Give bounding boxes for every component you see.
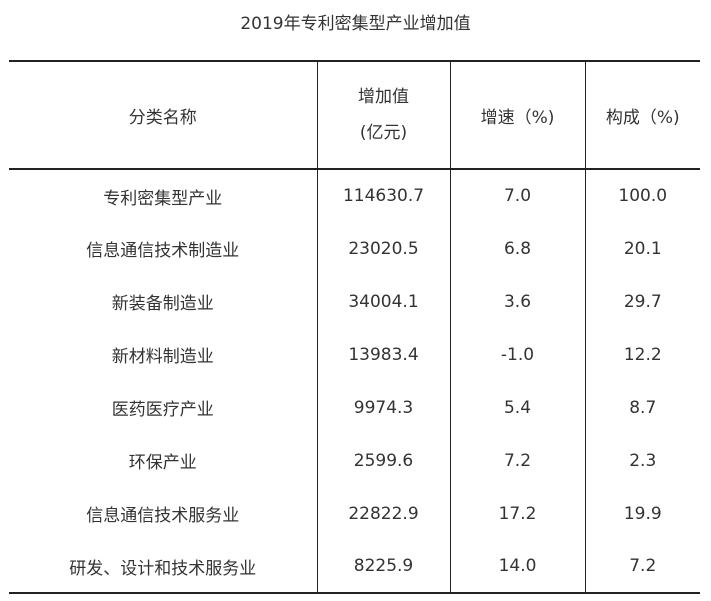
- share-cell: 20.1: [584, 222, 700, 275]
- table-row: 信息通信技术制造业 23020.5 6.8 20.1: [9, 222, 700, 275]
- value-cell: 2599.6: [316, 434, 450, 487]
- table-row: 环保产业 2599.6 7.2 2.3: [9, 434, 700, 487]
- share-cell: 19.9: [584, 487, 700, 540]
- growth-cell: 17.2: [449, 487, 585, 540]
- header-value: 增加值 (亿元): [316, 60, 450, 170]
- value-cell: 13983.4: [316, 328, 450, 381]
- category-cell: 环保产业: [128, 453, 197, 473]
- value-cell: 34004.1: [316, 275, 450, 328]
- table-body: 专利密集型产业 114630.7 7.0 100.0 信息通信技术制造业 230…: [9, 169, 700, 594]
- header-value-line1: 增加值: [358, 87, 409, 107]
- growth-cell: 6.8: [449, 222, 585, 275]
- category-cell: 新材料制造业: [111, 347, 214, 367]
- growth-cell: 14.0: [449, 540, 585, 594]
- share-cell: 2.3: [584, 434, 700, 487]
- header-share: 构成（%): [584, 60, 700, 170]
- growth-cell: 7.0: [449, 169, 585, 222]
- category-cell: 信息通信技术制造业: [86, 241, 240, 261]
- header-category: 分类名称: [9, 60, 317, 170]
- category-cell: 新装备制造业: [111, 294, 214, 314]
- data-table: 分类名称 增加值 (亿元) 增速（%) 构成（%) 专利密集型产业 114630…: [9, 60, 700, 594]
- share-cell: 12.2: [584, 328, 700, 381]
- table-row: 专利密集型产业 114630.7 7.0 100.0: [9, 169, 700, 222]
- share-cell: 100.0: [584, 169, 700, 222]
- category-cell: 专利密集型产业: [103, 188, 223, 209]
- table-row: 研发、设计和技术服务业 8225.9 14.0 7.2: [9, 540, 700, 594]
- value-cell: 22822.9: [316, 487, 450, 540]
- table-row: 信息通信技术服务业 22822.9 17.2 19.9: [9, 487, 700, 540]
- header-growth: 增速（%): [449, 60, 585, 170]
- category-cell: 研发、设计和技术服务业: [9, 540, 317, 594]
- growth-cell: -1.0: [449, 328, 585, 381]
- table-row: 新装备制造业 34004.1 3.6 29.7: [9, 275, 700, 328]
- table-row: 新材料制造业 13983.4 -1.0 12.2: [9, 328, 700, 381]
- growth-cell: 5.4: [449, 381, 585, 434]
- share-cell: 29.7: [584, 275, 700, 328]
- value-cell: 114630.7: [316, 169, 450, 222]
- value-cell: 23020.5: [316, 222, 450, 275]
- growth-cell: 7.2: [449, 434, 585, 487]
- header-value-line2: (亿元): [359, 123, 408, 143]
- value-cell: 8225.9: [316, 540, 450, 594]
- share-cell: 8.7: [584, 381, 700, 434]
- growth-cell: 3.6: [449, 275, 585, 328]
- category-cell: 医药医疗产业: [111, 400, 214, 420]
- share-cell: 7.2: [584, 540, 700, 594]
- category-cell: 信息通信技术服务业: [86, 506, 240, 526]
- table-title: 2019年专利密集型产业增加值: [240, 14, 471, 34]
- header-row: 分类名称 增加值 (亿元) 增速（%) 构成（%): [9, 60, 700, 170]
- table-row: 医药医疗产业 9974.3 5.4 8.7: [9, 381, 700, 434]
- value-cell: 9974.3: [316, 381, 450, 434]
